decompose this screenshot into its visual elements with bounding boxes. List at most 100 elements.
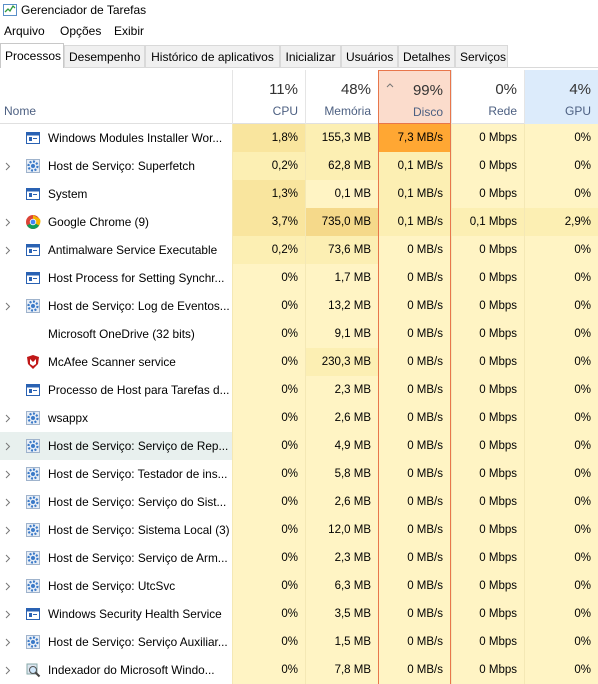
menu-item[interactable]: Exibir <box>114 24 145 38</box>
process-row[interactable]: Host de Serviço: UtcSvc 0% 6,3 MB 0 MB/s 0 M… <box>0 572 598 600</box>
process-name: Host de Serviço: Sistema Local (3) <box>48 523 230 537</box>
expand-arrow[interactable] <box>5 470 11 479</box>
metric-cell: 0 MB/s <box>378 656 451 684</box>
metric-cell: 0% <box>524 264 598 292</box>
menu-item[interactable]: Arquivo <box>4 24 45 38</box>
name-cell <box>0 656 232 684</box>
expand-arrow[interactable] <box>5 498 11 507</box>
process-row[interactable]: Windows Security Health Service 0% 3,5 MB 0… <box>0 600 598 628</box>
metric-cell: 0% <box>232 432 305 460</box>
expand-arrow[interactable] <box>5 414 11 423</box>
process-icon <box>26 663 41 678</box>
metric-cell: 5,8 MB <box>305 460 378 488</box>
process-row[interactable]: Processo de Host para Tarefas d... 0% 2,3 … <box>0 376 598 404</box>
metric-cell: 0% <box>524 628 598 656</box>
expand-arrow[interactable] <box>5 582 11 591</box>
metric-cell: 0% <box>232 348 305 376</box>
metric-cell: 0 MB/s <box>378 348 451 376</box>
tab[interactable]: Detalhes <box>398 45 455 67</box>
metric-cell: 1,3% <box>232 180 305 208</box>
tab[interactable]: Desempenho <box>64 45 145 67</box>
column-label: Disco <box>412 105 443 119</box>
metric-cell: 0% <box>524 544 598 572</box>
tab[interactable]: Processos <box>0 43 64 68</box>
metric-cell: 0% <box>232 404 305 432</box>
process-row[interactable]: Host de Serviço: Testador de ins... 0% 5,8… <box>0 460 598 488</box>
metric-cell: 0% <box>232 544 305 572</box>
column-header[interactable]: 99% Disco <box>378 70 451 124</box>
metric-cell: 0% <box>524 152 598 180</box>
process-row[interactable]: Host de Serviço: Log de Eventos... 0% 13,2… <box>0 292 598 320</box>
metric-cell: 73,6 MB <box>305 236 378 264</box>
window-title: Gerenciador de Tarefas <box>21 3 147 17</box>
process-row[interactable]: Windows Modules Installer Wor... 1,8% 155,… <box>0 124 598 152</box>
metric-cell: 0% <box>524 404 598 432</box>
process-row[interactable]: Google Chrome (9) 3,7% 735,0 MB 0,1 MB/s 0,1… <box>0 208 598 236</box>
tab[interactable]: Usuários <box>341 45 398 67</box>
column-header[interactable]: 0% Rede <box>451 70 524 124</box>
process-row[interactable]: Antimalware Service Executable 0,2% 73,6 M… <box>0 236 598 264</box>
name-cell <box>0 320 232 348</box>
metric-cell: 0 MB/s <box>378 572 451 600</box>
expand-arrow[interactable] <box>5 302 11 311</box>
process-row[interactable]: Microsoft OneDrive (32 bits) 0% 9,1 MB 0 MB… <box>0 320 598 348</box>
metric-cell: 0 Mbps <box>451 236 524 264</box>
column-usage: 11% <box>269 81 298 98</box>
process-name: Host de Serviço: Serviço de Arm... <box>48 551 228 565</box>
process-row[interactable]: Host de Serviço: Superfetch 0,2% 62,8 MB 0,… <box>0 152 598 180</box>
tab[interactable]: Inicializar <box>280 45 341 67</box>
column-header[interactable]: 11% CPU <box>232 70 305 124</box>
column-label: Rede <box>488 104 517 118</box>
expand-arrow[interactable] <box>5 610 11 619</box>
process-row[interactable]: System 1,3% 0,1 MB 0,1 MB/s 0 Mbps 0% <box>0 180 598 208</box>
process-row[interactable]: Host de Serviço: Serviço de Arm... 0% 2,3 … <box>0 544 598 572</box>
metric-cell: 0% <box>524 488 598 516</box>
metric-cell: 0,2% <box>232 152 305 180</box>
process-row[interactable]: Indexador do Microsoft Windo... 0% 7,8 MB 0… <box>0 656 598 684</box>
process-row[interactable]: Host de Serviço: Serviço de Rep... 0% 4,9 … <box>0 432 598 460</box>
process-row[interactable]: Host de Serviço: Sistema Local (3) 0% 12,0… <box>0 516 598 544</box>
process-name: System <box>48 187 88 201</box>
metric-cell: 2,9% <box>524 208 598 236</box>
menu-item[interactable]: Opções <box>60 24 102 38</box>
process-name: Host de Serviço: Serviço do Sist... <box>48 495 227 509</box>
process-row[interactable]: McAfee Scanner service 0% 230,3 MB 0 MB/s 0 … <box>0 348 598 376</box>
metric-cell: 0% <box>232 320 305 348</box>
metric-cell: 0 Mbps <box>451 264 524 292</box>
expand-arrow[interactable] <box>5 526 11 535</box>
tab[interactable]: Histórico de aplicativos <box>145 45 280 67</box>
metric-cell: 0 Mbps <box>451 348 524 376</box>
column-header[interactable]: 4% GPU <box>524 70 598 124</box>
metric-cell: 0 MB/s <box>378 404 451 432</box>
metric-cell: 0,1 MB/s <box>378 152 451 180</box>
expand-arrow[interactable] <box>5 162 11 171</box>
metric-cell: 0 Mbps <box>451 124 524 152</box>
metric-cell: 0% <box>232 572 305 600</box>
metric-cell: 0% <box>524 236 598 264</box>
expand-arrow[interactable] <box>5 638 11 647</box>
process-row[interactable]: Host de Serviço: Serviço Auxiliar... 0% 1,… <box>0 628 598 656</box>
metric-cell: 0 MB/s <box>378 460 451 488</box>
process-row[interactable]: Host de Serviço: Serviço do Sist... 0% 2,6… <box>0 488 598 516</box>
expand-arrow[interactable] <box>5 554 11 563</box>
tab[interactable]: Serviços <box>455 45 508 67</box>
column-header[interactable]: Nome <box>4 104 37 118</box>
metric-cell: 0 Mbps <box>451 488 524 516</box>
metric-cell: 1,7 MB <box>305 264 378 292</box>
metric-cell: 0,2% <box>232 236 305 264</box>
metric-cell: 0 Mbps <box>451 404 524 432</box>
process-name: Antimalware Service Executable <box>48 243 218 257</box>
expand-arrow[interactable] <box>5 666 11 675</box>
process-row[interactable]: wsappx 0% 2,6 MB 0 MB/s 0 Mbps 0% <box>0 404 598 432</box>
expand-arrow[interactable] <box>5 442 11 451</box>
metric-cell: 0% <box>524 572 598 600</box>
process-name: Host de Serviço: UtcSvc <box>48 579 176 593</box>
column-label: Memória <box>324 104 371 118</box>
process-icon <box>26 495 40 509</box>
process-row[interactable]: Host Process for Setting Synchr... 0% 1,7 … <box>0 264 598 292</box>
expand-arrow[interactable] <box>5 246 11 255</box>
metric-cell: 0% <box>524 432 598 460</box>
column-header[interactable]: 48% Memória <box>305 70 378 124</box>
expand-arrow[interactable] <box>5 218 11 227</box>
